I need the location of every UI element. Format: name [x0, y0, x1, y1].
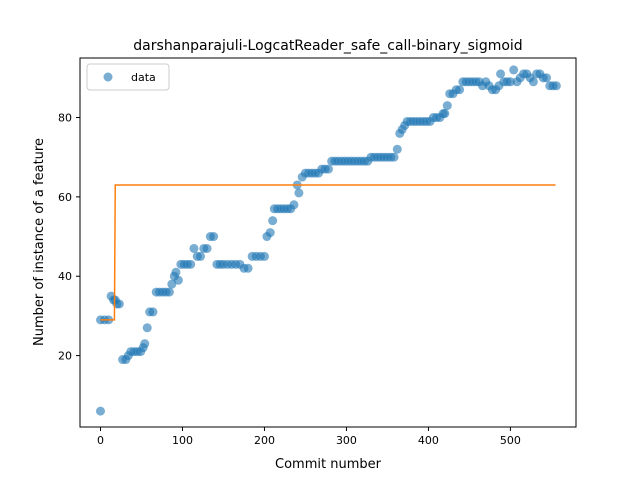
data-point-8 — [114, 299, 124, 309]
data-point-65 — [294, 188, 304, 198]
data-point-132 — [505, 77, 515, 87]
data-point-56 — [268, 216, 278, 226]
data-point-129 — [496, 69, 506, 79]
y-axis-label: Number of instance of a feature — [32, 138, 47, 346]
data-point-18 — [142, 323, 152, 333]
x-tick-label-200: 200 — [254, 434, 275, 447]
data-point-146 — [551, 81, 561, 91]
x-tick-label-500: 500 — [500, 434, 521, 447]
legend-marker-data — [103, 72, 113, 82]
data-point-17 — [140, 339, 150, 349]
data-point-116 — [455, 85, 465, 95]
data-point-36 — [196, 251, 206, 261]
data-point-111 — [440, 109, 450, 119]
data-point-28 — [171, 267, 181, 277]
data-point-95 — [392, 144, 402, 154]
x-tick-label-0: 0 — [97, 434, 104, 447]
data-point-25 — [164, 287, 174, 297]
x-tick-label-300: 300 — [336, 434, 357, 447]
x-axis: 0 100 200 300 400 500 — [97, 427, 521, 447]
y-axis: 20 40 60 80 — [58, 112, 80, 363]
data-point-55 — [265, 228, 275, 238]
data-point-0 — [95, 406, 105, 416]
data-point-33 — [186, 259, 196, 269]
data-point-112 — [442, 101, 452, 111]
y-tick-label-40: 40 — [58, 270, 72, 283]
data-point-63 — [289, 200, 299, 210]
data-point-133 — [509, 65, 519, 75]
data-point-38 — [202, 243, 212, 253]
data-point-40 — [209, 232, 219, 242]
data-point-49 — [243, 263, 253, 273]
y-tick-label-60: 60 — [58, 191, 72, 204]
fit-line — [100, 184, 556, 321]
data-point-29 — [173, 275, 183, 285]
legend-label-data: data — [131, 71, 156, 84]
data-point-53 — [259, 251, 269, 261]
data-point-26 — [167, 279, 177, 289]
y-tick-label-80: 80 — [58, 112, 72, 125]
data-point-143 — [541, 73, 551, 83]
data-point-74 — [323, 164, 333, 174]
plot-frame — [79, 57, 577, 428]
data-point-20 — [148, 307, 158, 317]
legend: data — [86, 63, 170, 91]
x-tick-label-100: 100 — [172, 434, 193, 447]
x-axis-label: Commit number — [275, 457, 382, 472]
data-point-139 — [528, 77, 538, 87]
data-point-34 — [189, 243, 199, 253]
fit-line-series — [100, 184, 556, 321]
legend-frame — [86, 63, 170, 91]
data-point-94 — [389, 152, 399, 162]
chart-title: darshanparajuli-LogcatReader_safe_call-b… — [133, 38, 522, 54]
scatter-series — [95, 65, 561, 416]
x-tick-label-400: 400 — [418, 434, 439, 447]
y-tick-label-20: 20 — [58, 350, 72, 363]
